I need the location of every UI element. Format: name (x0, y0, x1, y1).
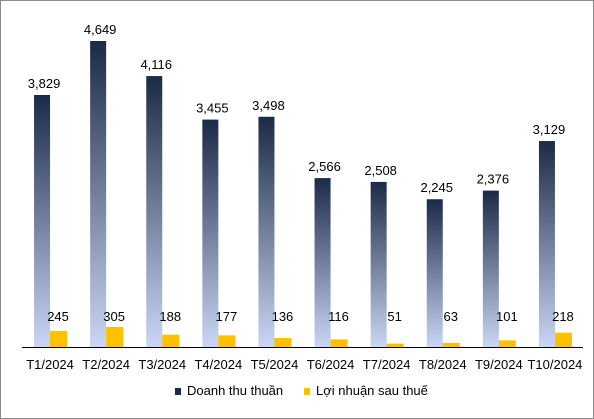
bar-profit-7 (386, 343, 404, 347)
x-tick-label-1: T1/2024 (26, 357, 74, 372)
value-label-profit-7: 51 (387, 309, 401, 324)
bar-revenue-1 (34, 94, 51, 347)
value-label-revenue-1: 3,829 (28, 76, 61, 91)
value-label-revenue-2: 4,649 (84, 22, 117, 37)
legend-swatch-profit (304, 388, 310, 395)
value-label-revenue-5: 3,498 (252, 98, 285, 113)
bar-profit-8 (442, 342, 460, 347)
value-label-profit-1: 245 (47, 309, 69, 324)
bar-revenue-5 (258, 116, 275, 347)
bar-profit-9 (498, 340, 516, 347)
x-tick-label-9: T9/2024 (475, 357, 523, 372)
x-tick-labels-group: T1/2024 T2/2024 T3/2024 T4/2024 T5/2024 T6/20… (26, 357, 582, 372)
legend: Doanh thu thuần Lợi nhuận sau thuế (175, 383, 429, 398)
x-tick-label-10: T10/2024 (527, 357, 582, 372)
value-labels-group: 3,829 245 4,649 305 4,116 188 3,455 177 3,498 136… (28, 22, 574, 324)
bar-profit-6 (330, 339, 348, 347)
value-label-profit-4: 177 (215, 309, 237, 324)
value-label-profit-5: 136 (272, 309, 294, 324)
bar-profit-4 (218, 335, 236, 347)
bar-revenue-6 (314, 178, 331, 347)
bars-group (34, 41, 572, 347)
value-label-revenue-3: 4,116 (140, 57, 172, 72)
bar-profit-1 (50, 330, 68, 347)
value-label-profit-2: 305 (103, 309, 125, 324)
legend-swatch-revenue (175, 388, 181, 395)
x-tick-label-3: T3/2024 (138, 357, 186, 372)
bar-profit-2 (106, 326, 124, 347)
bar-profit-3 (162, 334, 180, 347)
value-label-revenue-8: 2,245 (420, 180, 453, 195)
x-tick-label-4: T4/2024 (194, 357, 242, 372)
bar-revenue-10 (538, 141, 555, 347)
x-tick-label-7: T7/2024 (363, 357, 411, 372)
bar-profit-10 (554, 332, 572, 347)
legend-label-revenue: Doanh thu thuần (187, 383, 283, 398)
value-label-profit-8: 63 (444, 309, 458, 324)
value-label-revenue-4: 3,455 (196, 101, 229, 116)
value-label-profit-10: 218 (552, 309, 574, 324)
value-label-revenue-10: 3,129 (533, 122, 566, 137)
x-tick-label-5: T5/2024 (251, 357, 299, 372)
value-label-profit-3: 188 (159, 309, 181, 324)
bar-revenue-3 (146, 76, 163, 347)
x-tick-label-2: T2/2024 (82, 357, 130, 372)
bar-revenue-8 (426, 199, 443, 347)
value-label-revenue-6: 2,566 (308, 159, 341, 174)
value-label-profit-6: 116 (328, 309, 349, 324)
bar-revenue-2 (90, 41, 107, 347)
bar-profit-5 (274, 338, 292, 347)
value-label-revenue-9: 2,376 (477, 172, 510, 187)
bar-revenue-4 (202, 119, 219, 347)
bar-revenue-7 (370, 181, 387, 347)
x-tick-label-6: T6/2024 (307, 357, 355, 372)
bar-revenue-9 (482, 190, 499, 347)
legend-label-profit: Lợi nhuận sau thuế (316, 383, 429, 398)
x-tick-label-8: T8/2024 (419, 357, 467, 372)
value-label-profit-9: 101 (496, 309, 518, 324)
value-label-revenue-7: 2,508 (364, 163, 397, 178)
